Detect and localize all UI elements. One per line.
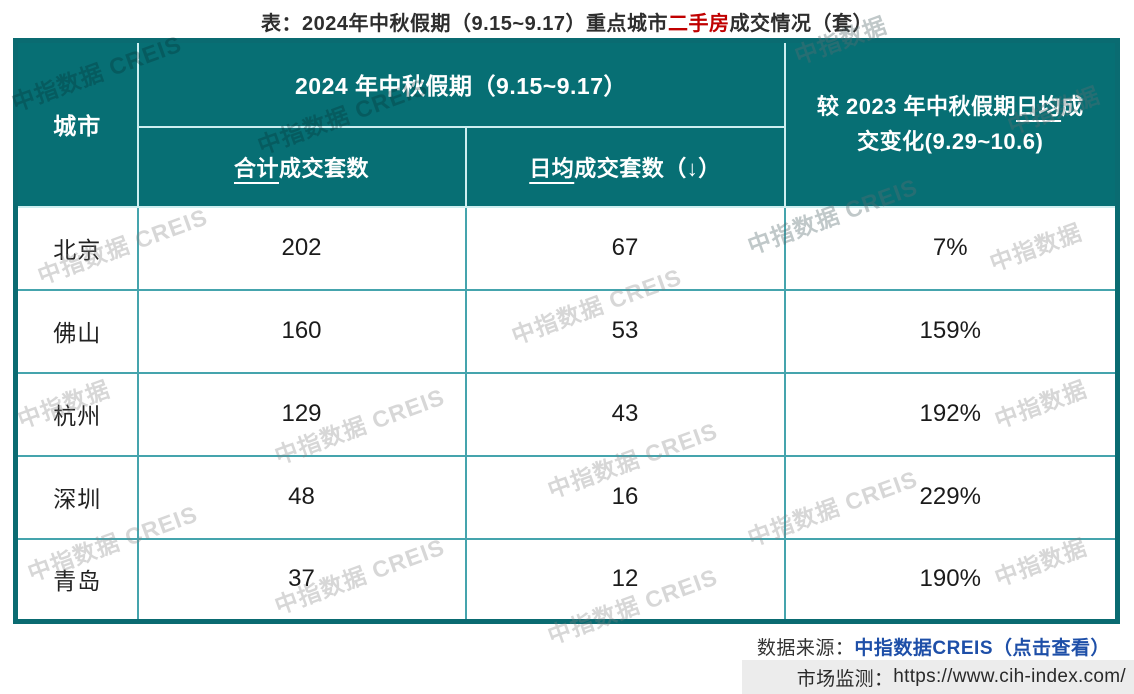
header-daily-underlined: 日均 (529, 155, 575, 181)
header-daily: 日均成交套数（↓） (464, 125, 786, 208)
cell-total: 160 (136, 288, 467, 374)
header-total-underlined: 合计 (233, 155, 279, 181)
market-monitor-line: 市场监测： https://www.cih-index.com/ (742, 660, 1134, 694)
cell-city: 杭州 (14, 371, 139, 457)
table-row: 杭州 129 43 192% (14, 371, 1119, 457)
cell-change: 159% (783, 288, 1119, 374)
cell-daily: 43 (464, 371, 786, 457)
cell-change: 190% (783, 537, 1119, 623)
header-change-line2: 交变化(9.29~10.6) (857, 129, 1044, 155)
cell-city: 佛山 (14, 288, 139, 374)
page-title: 表：2024年中秋假期（9.15~9.17）重点城市二手房成交情况（套） (0, 7, 1134, 36)
table-row: 佛山 160 53 159% (14, 288, 1119, 374)
table-row: 青岛 37 12 190% (14, 537, 1119, 623)
header-total: 合计成交套数 (136, 125, 467, 208)
cell-change: 229% (783, 454, 1119, 540)
market-monitor-url[interactable]: https://www.cih-index.com/ (893, 666, 1126, 687)
cell-total: 48 (136, 454, 467, 540)
market-monitor-label: 市场监测： (796, 668, 894, 690)
header-change-line1: 较 2023 年中秋假期日均成 (800, 89, 1102, 124)
data-source-line: 数据来源：中指数据CREIS（点击查看） (757, 633, 1110, 660)
title-text-post: 成交情况（套） (729, 13, 874, 35)
cell-daily: 12 (464, 537, 786, 623)
cell-daily: 67 (464, 205, 786, 291)
table-row: 北京 202 67 7% (14, 205, 1119, 291)
title-highlight: 二手房 (668, 13, 730, 35)
header-period: 2024 年中秋假期（9.15~9.17） (136, 39, 786, 128)
cell-daily: 16 (464, 454, 786, 540)
table-row: 深圳 48 16 229% (14, 454, 1119, 540)
cell-daily: 53 (464, 288, 786, 374)
cell-total: 37 (136, 537, 467, 623)
header-change-post: 成 (1061, 94, 1084, 120)
header-city: 城市 (14, 39, 139, 208)
table-body: 北京 202 67 7% 佛山 160 53 159% 杭州 129 43 19… (14, 205, 1119, 623)
header-change-pre: 较 2023 年中秋假期 (816, 94, 1017, 120)
cell-city: 北京 (14, 205, 139, 291)
cell-change: 192% (783, 371, 1119, 457)
header-change-underlined: 日均 (1016, 94, 1062, 120)
data-table: 城市 2024 年中秋假期（9.15~9.17） 较 2023 年中秋假期日均成… (13, 38, 1120, 624)
data-source-link[interactable]: 中指数据CREIS（点击查看） (854, 638, 1110, 659)
header-change: 较 2023 年中秋假期日均成 交变化(9.29~10.6) (783, 39, 1119, 208)
table-header: 城市 2024 年中秋假期（9.15~9.17） 较 2023 年中秋假期日均成… (14, 39, 1119, 208)
cell-total: 202 (136, 205, 467, 291)
header-daily-rest: 成交套数（↓） (574, 155, 721, 181)
cell-total: 129 (136, 371, 467, 457)
cell-change: 7% (783, 205, 1119, 291)
data-source-label: 数据来源： (756, 638, 855, 659)
cell-city: 深圳 (14, 454, 139, 540)
cell-city: 青岛 (14, 537, 139, 623)
title-text: 表：2024年中秋假期（9.15~9.17）重点城市 (260, 13, 669, 35)
header-total-rest: 成交套数 (279, 155, 370, 181)
